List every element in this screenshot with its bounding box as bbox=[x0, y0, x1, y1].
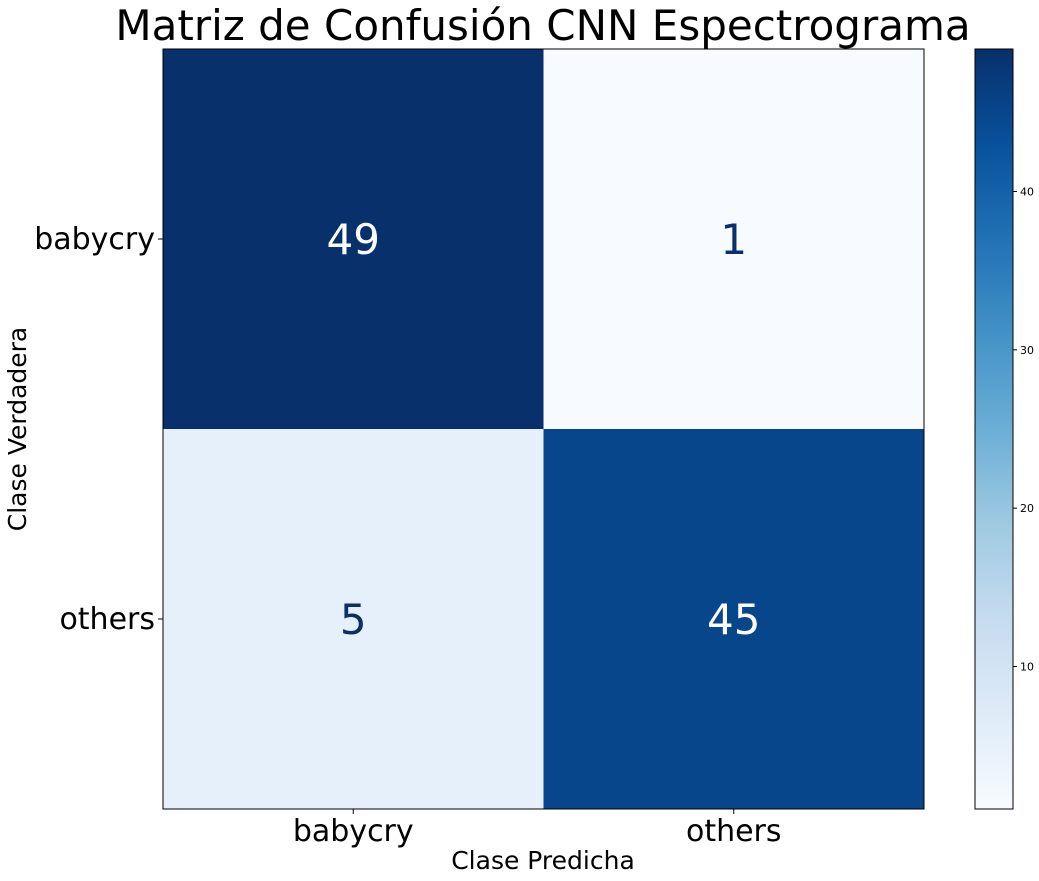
y-tick-label: babycry bbox=[34, 222, 155, 257]
heatmap-cells bbox=[163, 49, 925, 810]
y-axis-label: Clase Verdadera bbox=[3, 327, 32, 532]
x-tick-label: others bbox=[686, 814, 782, 849]
y-tick-label: others bbox=[59, 602, 155, 637]
colorbar bbox=[974, 48, 1014, 810]
colorbar-tick-label: 10 bbox=[1020, 661, 1034, 674]
heatmap-cell bbox=[543, 49, 925, 430]
colorbar-tick-label: 20 bbox=[1020, 502, 1034, 515]
chart-title: Matriz de Confusión CNN Espectrograma bbox=[115, 1, 970, 50]
x-axis-ticks: babycry others bbox=[293, 809, 782, 849]
x-tick-label: babycry bbox=[293, 814, 414, 849]
heatmap-cell bbox=[163, 49, 544, 430]
x-axis-label: Clase Predicha bbox=[451, 846, 635, 875]
cell-value-label: 49 bbox=[327, 215, 380, 264]
colorbar-tick-label: 40 bbox=[1020, 186, 1034, 199]
y-axis-ticks: babycry others bbox=[34, 222, 163, 637]
cell-value-label: 5 bbox=[340, 595, 367, 644]
colorbar-ticks: 10 20 30 40 bbox=[1013, 186, 1034, 674]
colorbar-tick-label: 30 bbox=[1020, 344, 1034, 357]
cell-value-label: 45 bbox=[707, 595, 760, 644]
plot-frame bbox=[162, 48, 925, 810]
heatmap-cell-labels: 49 1 5 45 bbox=[327, 215, 761, 644]
heatmap-cell bbox=[543, 429, 925, 810]
heatmap-cell bbox=[163, 429, 544, 810]
cell-value-label: 1 bbox=[720, 215, 747, 264]
